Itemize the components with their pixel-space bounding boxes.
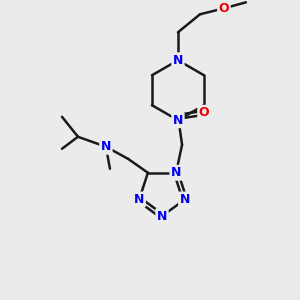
Text: N: N (101, 140, 111, 153)
Text: N: N (173, 114, 183, 127)
Text: N: N (157, 210, 167, 223)
Text: N: N (173, 54, 183, 67)
Text: O: O (219, 2, 229, 15)
Text: N: N (171, 166, 181, 179)
Text: O: O (199, 106, 209, 119)
Text: N: N (134, 193, 144, 206)
Text: N: N (180, 193, 190, 206)
